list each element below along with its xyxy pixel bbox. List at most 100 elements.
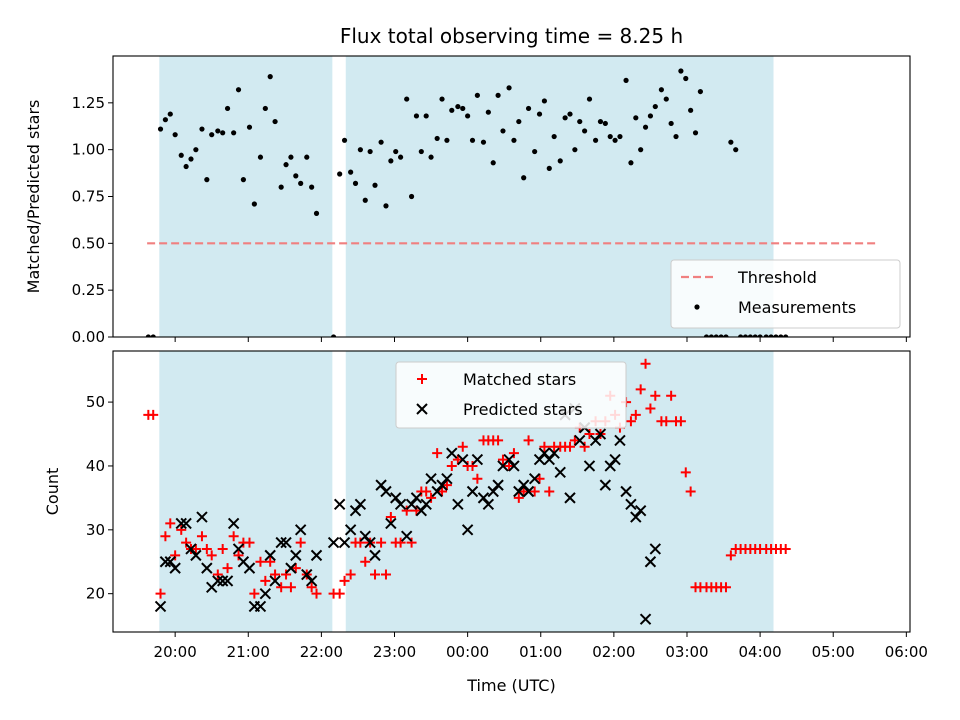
data-point <box>385 512 396 523</box>
data-point <box>528 473 541 485</box>
data-point <box>485 109 491 115</box>
data-point <box>167 111 173 117</box>
y-tick-label: 0.75 <box>72 188 105 206</box>
data-point <box>260 575 271 586</box>
data-point <box>728 139 734 145</box>
data-point <box>235 87 242 93</box>
legend-swatch <box>694 304 700 310</box>
data-point <box>604 460 616 472</box>
data-point <box>209 132 215 138</box>
data-point <box>199 126 205 132</box>
legend-label: Predicted stars <box>463 400 583 419</box>
y-tick-label: 1.25 <box>72 94 105 112</box>
data-point <box>720 582 731 593</box>
data-point <box>630 409 641 420</box>
data-point <box>276 582 287 593</box>
data-point <box>644 556 657 568</box>
data-point <box>334 588 345 599</box>
data-point <box>216 575 229 587</box>
data-point <box>164 556 176 568</box>
data-point <box>367 148 373 155</box>
data-point <box>269 575 281 587</box>
data-point <box>278 184 284 190</box>
data-point <box>557 158 563 164</box>
data-point <box>708 334 714 337</box>
data-point <box>354 498 367 510</box>
data-point <box>663 96 669 102</box>
data-point <box>723 334 729 337</box>
data-point <box>680 467 691 478</box>
data-point <box>264 549 276 562</box>
data-point <box>551 133 557 140</box>
data-point <box>668 120 674 127</box>
data-point <box>398 154 404 160</box>
data-point <box>529 486 540 497</box>
data-point <box>569 435 580 446</box>
x-tick-label: 06:00 <box>885 643 928 661</box>
data-point <box>532 148 538 155</box>
data-point <box>425 473 437 485</box>
data-point <box>650 390 661 401</box>
data-point <box>487 485 499 498</box>
chart-title: Flux total observing time = 8.25 h <box>340 24 683 48</box>
x-tick-label: 22:00 <box>300 643 343 661</box>
data-point <box>404 96 410 102</box>
data-point <box>380 485 392 498</box>
data-point <box>773 334 779 337</box>
data-point <box>482 498 495 510</box>
data-point <box>503 453 515 466</box>
data-point <box>673 133 679 140</box>
data-point <box>224 105 231 112</box>
data-point <box>525 105 532 112</box>
data-point <box>469 137 476 143</box>
data-point <box>310 549 323 562</box>
data-point <box>582 128 588 134</box>
data-point <box>385 517 397 530</box>
data-point <box>630 511 642 523</box>
data-point <box>188 156 194 162</box>
data-point <box>254 600 267 613</box>
data-point <box>400 530 413 542</box>
data-point <box>406 537 417 548</box>
data-point <box>426 492 437 503</box>
data-point <box>313 210 320 216</box>
data-point <box>518 486 529 497</box>
data-point <box>592 137 599 143</box>
data-point <box>337 171 343 177</box>
data-point <box>692 130 699 136</box>
data-point <box>617 133 623 140</box>
data-point <box>564 441 575 452</box>
data-point <box>513 485 525 498</box>
data-point <box>635 384 646 395</box>
data-point <box>362 197 368 203</box>
data-point <box>763 334 769 337</box>
data-point <box>204 177 210 183</box>
data-point <box>757 334 763 337</box>
data-point <box>675 416 686 427</box>
data-point <box>594 428 607 440</box>
x-tick-label: 05:00 <box>812 643 855 661</box>
data-point <box>220 130 226 136</box>
data-point <box>405 498 418 510</box>
data-point <box>175 517 187 530</box>
data-point <box>733 147 739 153</box>
data-point <box>394 498 407 510</box>
data-point <box>212 569 223 580</box>
data-point <box>703 334 710 337</box>
legend-swatch <box>417 374 427 384</box>
data-point <box>372 182 378 188</box>
data-point <box>418 148 424 155</box>
data-point <box>190 549 202 562</box>
data-point <box>780 543 791 554</box>
data-point <box>244 537 255 548</box>
data-point <box>623 77 629 83</box>
data-point <box>439 96 445 102</box>
data-point <box>457 441 468 452</box>
plot-area <box>145 56 879 337</box>
data-point <box>497 454 508 465</box>
data-point <box>697 88 703 95</box>
data-point <box>338 536 351 549</box>
data-point <box>480 139 487 145</box>
data-point <box>513 492 524 503</box>
data-point <box>534 473 545 484</box>
